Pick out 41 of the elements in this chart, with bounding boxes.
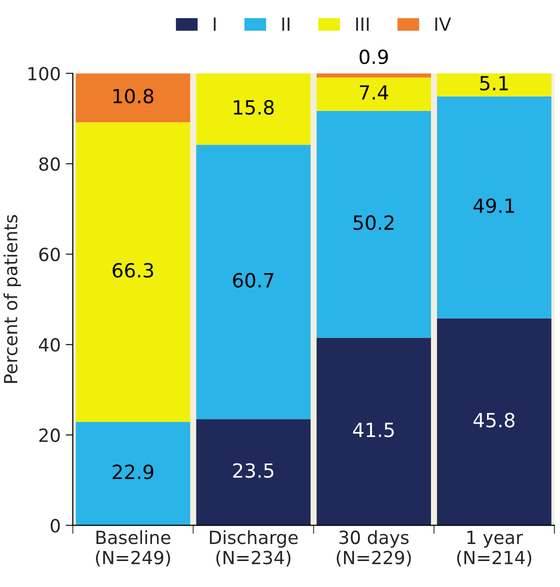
x-tick-label: 30 days (N=229)	[336, 530, 411, 567]
bar	[437, 96, 552, 318]
y-tick-label: 80	[39, 157, 60, 171]
bar	[316, 110, 431, 338]
bar	[316, 77, 431, 111]
bar	[316, 338, 431, 526]
y-tick-label: 20	[39, 428, 60, 442]
data-label: 41.5	[353, 422, 394, 438]
bar	[76, 422, 190, 526]
bar	[316, 73, 431, 78]
y-tick-label: 100	[28, 66, 60, 80]
bar	[76, 73, 190, 122]
bar	[196, 144, 311, 420]
y-tick-label: 0	[50, 518, 60, 532]
data-label: 60.7	[233, 272, 274, 288]
legend-label: I	[214, 18, 216, 31]
data-label: 15.8	[234, 100, 274, 115]
y-axis-title: Percent of patients	[4, 215, 21, 383]
x-tick-label: 1 year (N=214)	[457, 530, 532, 567]
data-label: 45.8	[474, 412, 515, 428]
legend-label: III	[356, 18, 369, 31]
y-tick-label: 40	[38, 338, 60, 352]
bar	[196, 73, 311, 145]
legend-label: II	[282, 18, 290, 31]
bar	[196, 419, 311, 526]
data-label: 7.4	[360, 85, 388, 100]
data-label: 0.9	[360, 49, 388, 64]
bar	[437, 73, 552, 96]
x-tick-label: Baseline (N=249)	[96, 530, 170, 567]
data-label: 66.3	[112, 262, 154, 278]
data-label: 22.9	[112, 464, 154, 480]
data-label: 10.8	[113, 88, 154, 104]
bar	[76, 122, 190, 422]
data-label: 5.1	[480, 76, 508, 91]
x-tick-label: Discharge (N=234)	[210, 530, 298, 567]
data-label: 49.1	[474, 198, 514, 214]
legend-label: IV	[435, 18, 452, 31]
data-label: 23.5	[233, 463, 274, 478]
y-tick-label: 60	[39, 248, 60, 262]
data-label: 50.2	[354, 215, 394, 230]
bar	[437, 318, 552, 526]
